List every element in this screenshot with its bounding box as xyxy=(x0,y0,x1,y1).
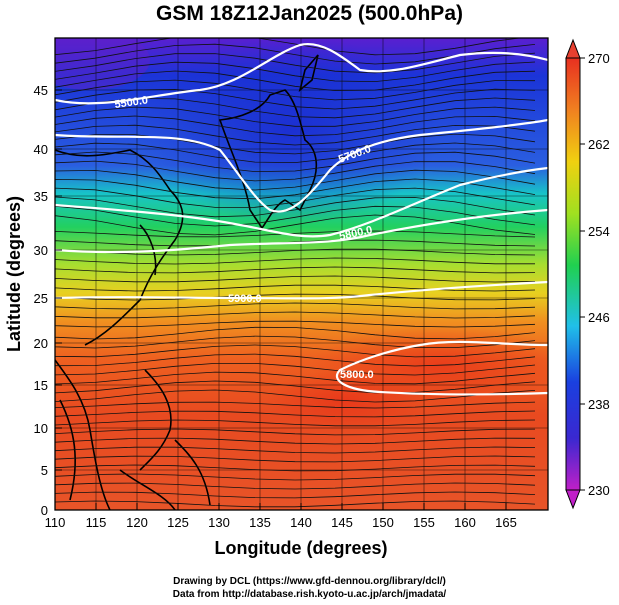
streamline xyxy=(55,491,536,499)
x-tick-label: 140 xyxy=(290,515,312,530)
streamline xyxy=(55,284,536,292)
streamline xyxy=(55,401,536,409)
streamline xyxy=(55,160,536,182)
streamline xyxy=(55,446,536,454)
y-tick-label: 40 xyxy=(34,142,48,157)
x-tick-label: 160 xyxy=(454,515,476,530)
colorbar-tick-label: 238 xyxy=(588,397,610,412)
streamline xyxy=(55,371,536,385)
streamline xyxy=(55,70,536,92)
streamline xyxy=(55,344,536,358)
x-tick-labels: 110 115 120 125 130 135 140 145 150 155 … xyxy=(45,515,517,530)
contour-label-4: 5900.0 xyxy=(228,293,262,305)
streamline xyxy=(55,482,536,490)
x-tick-label: 155 xyxy=(413,515,435,530)
streamline xyxy=(55,151,536,173)
streamline xyxy=(55,196,536,218)
streamline xyxy=(55,363,536,376)
streamline xyxy=(55,142,536,164)
streamline xyxy=(55,178,536,200)
streamline xyxy=(55,115,536,137)
streamline xyxy=(55,169,536,191)
x-tick-label: 135 xyxy=(249,515,271,530)
colorbar-max-arrow xyxy=(565,38,581,59)
credit-drawing: Drawing by DCL (https://www.gfd-dennou.o… xyxy=(173,576,446,587)
streamline xyxy=(55,464,536,472)
map-field: 5500.0 5700.0 5800.0 5900.0 5800.0 xyxy=(55,38,548,510)
streamline xyxy=(55,437,536,445)
streamline xyxy=(55,335,536,349)
streamlines xyxy=(55,38,536,508)
contour-label-1: 5500.0 xyxy=(114,94,149,111)
x-tick-label: 110 xyxy=(45,515,66,530)
streamline xyxy=(55,61,536,83)
y-tick-label: 15 xyxy=(34,378,48,393)
streamline xyxy=(55,106,536,127)
colorbar-tick-label: 246 xyxy=(588,310,610,325)
y-tick-label: 45 xyxy=(34,83,48,98)
height-contours xyxy=(55,42,548,396)
streamline xyxy=(55,302,536,310)
y-tick-label: 0 xyxy=(41,503,48,518)
streamline xyxy=(55,293,536,301)
streamline xyxy=(55,43,536,65)
streamline xyxy=(55,410,536,418)
streamline xyxy=(55,419,536,427)
y-ticks xyxy=(55,89,62,511)
y-tick-label: 5 xyxy=(41,463,48,478)
credit-data: Data from http://database.rish.kyoto-u.a… xyxy=(172,589,447,600)
streamline xyxy=(55,473,536,481)
x-tick-label: 125 xyxy=(167,515,189,530)
y-tick-label: 35 xyxy=(34,189,48,204)
colorbar-tick-label: 254 xyxy=(588,224,610,239)
streamline xyxy=(55,455,536,463)
y-tick-label: 20 xyxy=(34,336,48,351)
y-tick-label: 30 xyxy=(34,243,48,258)
map-title: GSM 18Z12Jan2025 (500.0hPa) xyxy=(155,2,463,25)
streamline xyxy=(55,380,536,394)
x-tick-label: 145 xyxy=(331,515,353,530)
x-tick-label: 130 xyxy=(208,515,230,530)
colorbar-min-arrow xyxy=(565,489,581,510)
streamline xyxy=(55,266,536,274)
colorbar-tick-label: 262 xyxy=(588,137,610,152)
x-axis-label: Longitude (degrees) xyxy=(214,538,387,558)
streamline xyxy=(55,124,536,146)
colorbar: 230 238 246 254 262 270 xyxy=(565,38,610,510)
x-tick-label: 120 xyxy=(126,515,148,530)
y-tick-label: 25 xyxy=(34,291,48,306)
streamline xyxy=(55,133,536,155)
streamline xyxy=(55,326,536,340)
colorbar-tick-label: 270 xyxy=(588,51,610,66)
streamline xyxy=(55,275,536,283)
streamline xyxy=(55,38,523,56)
x-tick-label: 115 xyxy=(86,515,107,530)
streamline xyxy=(55,52,536,74)
y-tick-label: 10 xyxy=(34,421,48,436)
streamline xyxy=(55,389,536,403)
streamline xyxy=(55,353,536,367)
x-tick-label: 165 xyxy=(495,515,517,530)
colorbar-tick-label: 230 xyxy=(588,483,610,498)
y-axis-label: Latitude (degrees) xyxy=(4,196,24,352)
streamline xyxy=(55,88,536,110)
streamline xyxy=(55,320,536,328)
x-ticks xyxy=(54,503,507,510)
streamline xyxy=(55,311,536,319)
streamline xyxy=(55,230,536,238)
contour-label-5: 5800.0 xyxy=(340,369,374,381)
streamline xyxy=(55,187,536,208)
streamline xyxy=(55,428,536,436)
x-tick-label: 150 xyxy=(372,515,394,530)
streamline xyxy=(55,79,536,101)
streamline xyxy=(55,500,536,508)
streamline xyxy=(55,257,535,265)
streamline xyxy=(55,205,536,227)
y-tick-labels: 0 5 10 15 20 25 30 35 40 45 xyxy=(34,83,48,518)
